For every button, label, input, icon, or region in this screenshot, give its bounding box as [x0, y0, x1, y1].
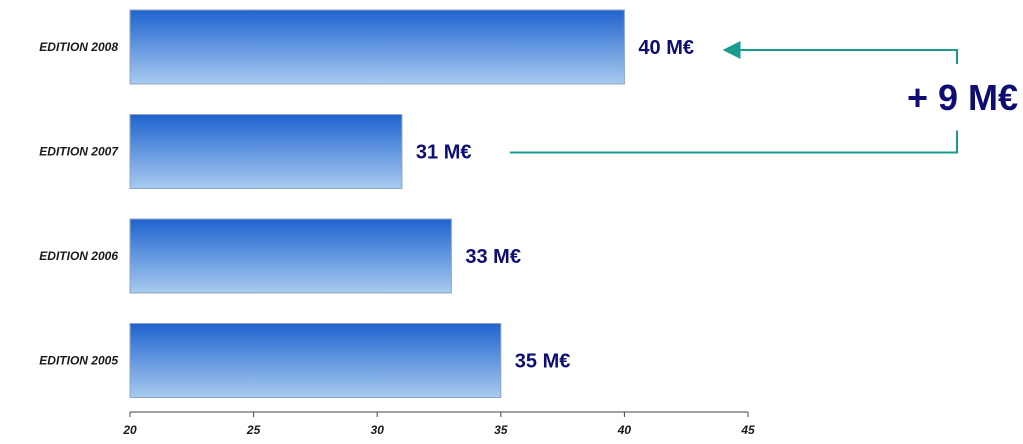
value-labels: 40 M€ 31 M€ 33 M€ 35 M€ — [416, 37, 694, 373]
category-label: EDITION 2008 — [39, 40, 118, 54]
value-label: 33 M€ — [465, 246, 521, 268]
bar-edition-2007 — [129, 114, 403, 189]
category-label: EDITION 2006 — [39, 249, 118, 263]
bar-edition-2008 — [129, 9, 625, 85]
value-label: 31 M€ — [416, 142, 472, 164]
x-tick-label: 45 — [740, 423, 755, 437]
x-tick-label: 40 — [617, 423, 632, 437]
category-label: EDITION 2005 — [39, 354, 118, 368]
value-label: 35 M€ — [515, 351, 571, 373]
x-tick-label: 25 — [246, 423, 261, 437]
bars-layer — [129, 9, 625, 398]
value-label: 40 M€ — [638, 37, 694, 59]
bar-edition-2005 — [129, 323, 502, 398]
x-tick-label: 35 — [494, 423, 508, 437]
bar-edition-2006 — [129, 218, 452, 294]
category-labels: EDITION 2008 EDITION 2007 EDITION 2006 EDIT… — [39, 40, 119, 368]
annotation-connector-lower — [509, 130, 958, 154]
annotation-delta-label: + 9 M€ — [907, 77, 1018, 118]
x-axis-ticks: 20 25 30 35 40 45 — [122, 412, 755, 437]
difference-annotation: + 9 M€ — [509, 41, 1018, 154]
x-tick-label: 20 — [122, 423, 137, 437]
annotation-connector — [722, 41, 958, 64]
x-axis: 20 25 30 35 40 45 — [122, 411, 755, 437]
x-tick-label: 30 — [371, 423, 385, 437]
category-label: EDITION 2007 — [39, 145, 119, 159]
